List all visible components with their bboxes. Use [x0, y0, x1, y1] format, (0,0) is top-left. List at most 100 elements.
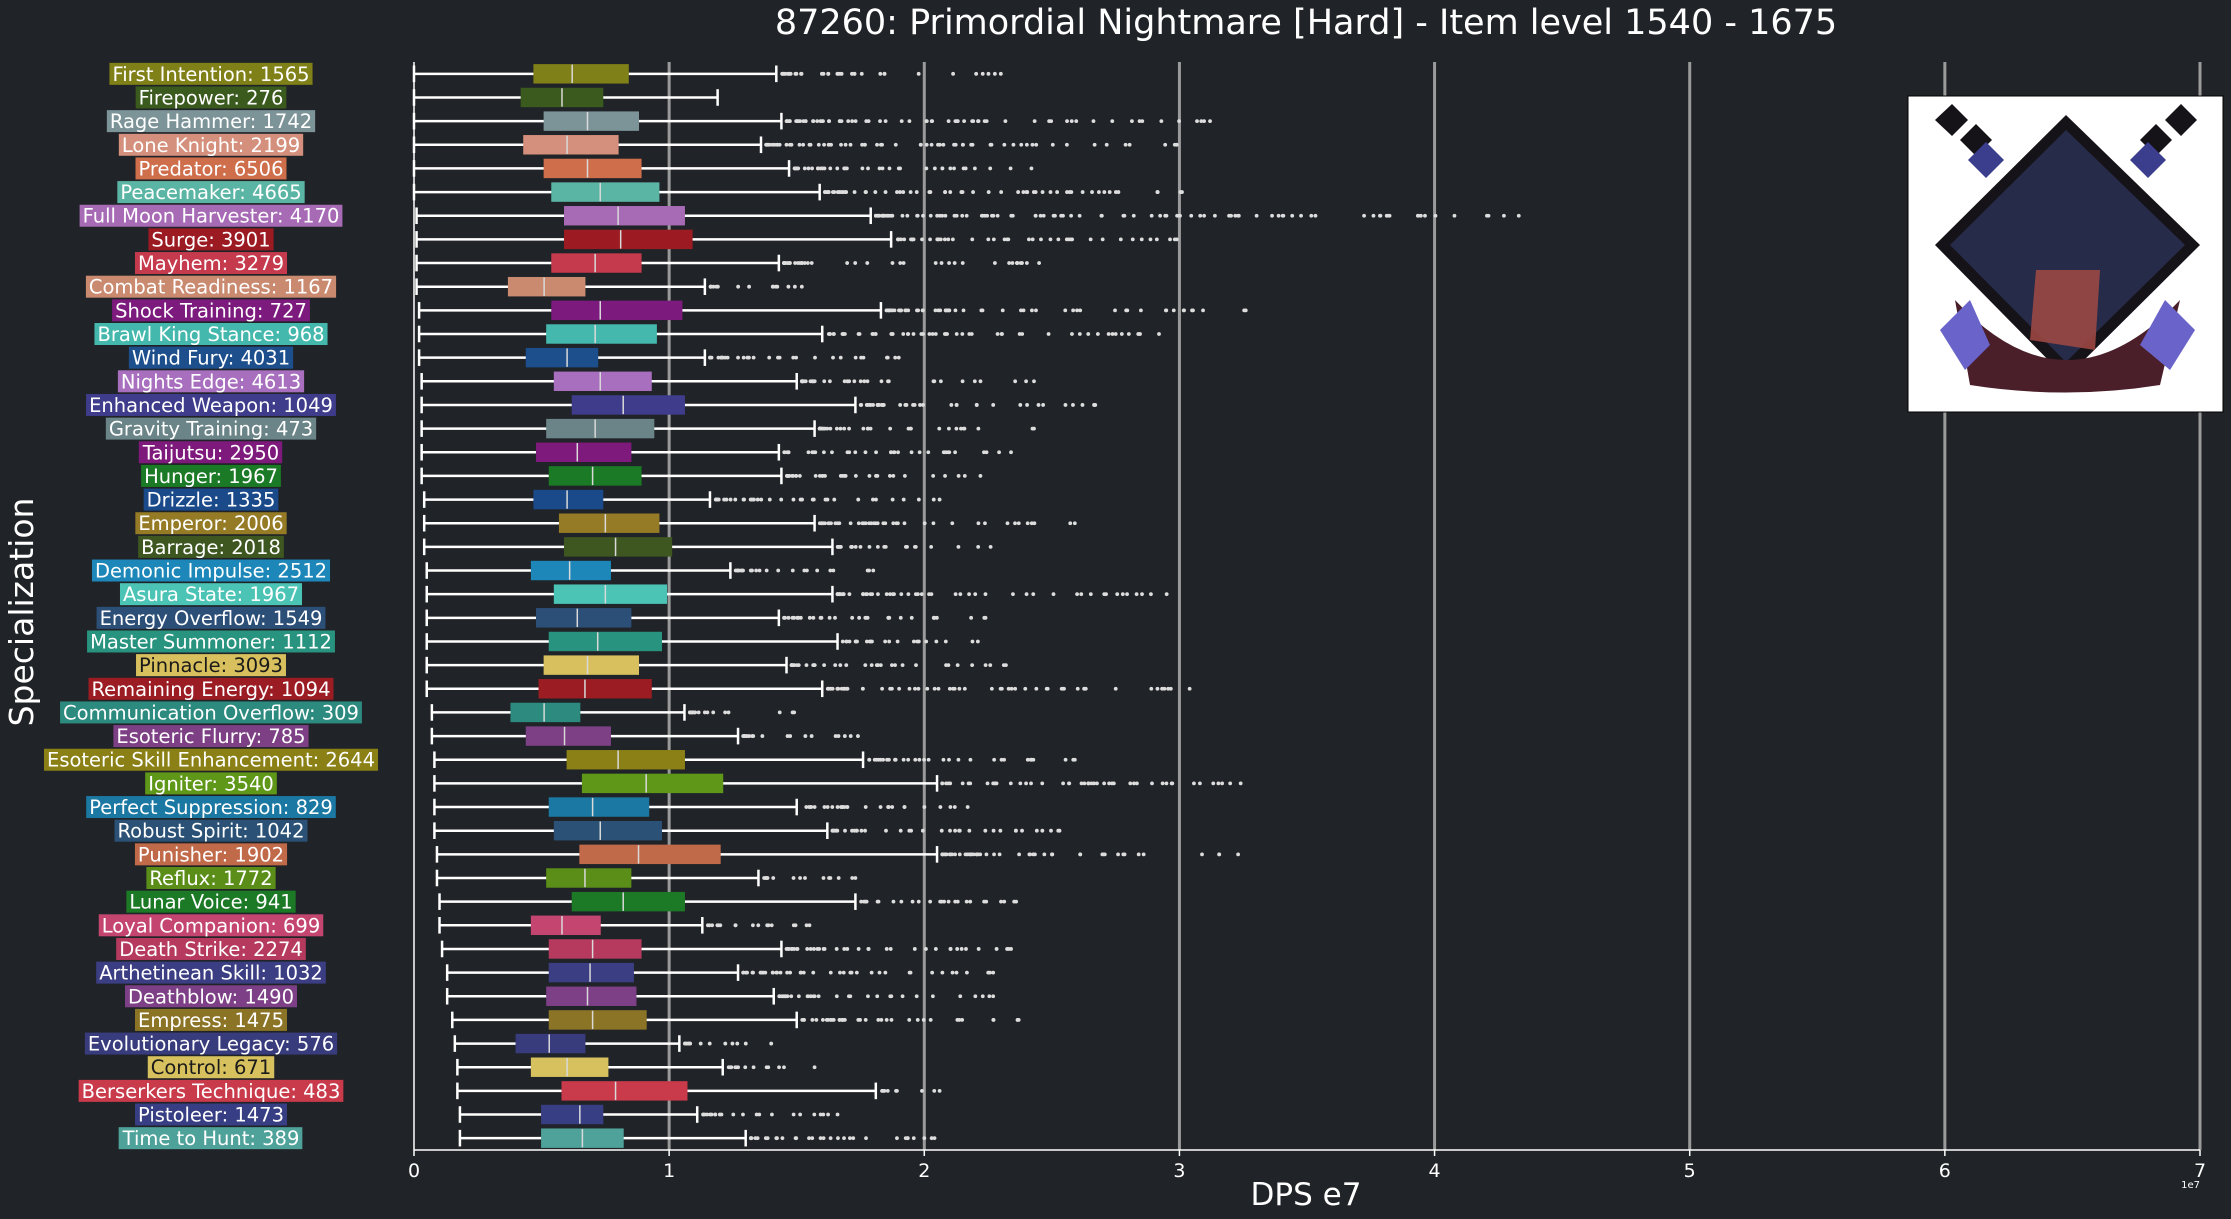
- outlier-point: [965, 805, 970, 809]
- outlier-point: [887, 639, 892, 644]
- outlier-point: [763, 1136, 768, 1141]
- outlier-point: [1020, 828, 1024, 833]
- outlier-point: [880, 1088, 885, 1093]
- outlier-point: [792, 710, 797, 715]
- outlier-point: [975, 639, 980, 644]
- outlier-point: [818, 119, 823, 124]
- category-label: Full Moon Harvester: 4170: [79, 204, 343, 228]
- outlier-point: [1254, 213, 1259, 218]
- outlier-point: [822, 663, 827, 668]
- category-label-bg: [84, 1032, 338, 1055]
- outlier-point: [816, 166, 820, 171]
- outlier-point: [842, 426, 847, 431]
- outlier-point: [807, 923, 812, 928]
- outlier-point: [714, 497, 719, 502]
- outlier-point: [877, 213, 882, 218]
- outlier-point: [939, 261, 944, 265]
- box-plot-row: [420, 442, 1013, 462]
- outlier-point: [1046, 332, 1051, 336]
- outlier-point: [1106, 332, 1111, 336]
- outlier-point: [1159, 119, 1164, 124]
- outlier-point: [893, 663, 897, 668]
- outlier-point: [928, 899, 933, 904]
- category-label-text: Lunar Voice: 941: [129, 891, 292, 914]
- outlier-point: [1019, 308, 1023, 313]
- outlier-point: [811, 497, 816, 502]
- outlier-point: [1238, 781, 1243, 786]
- outlier-point: [860, 142, 865, 147]
- iqr-box: [546, 986, 637, 1006]
- category-label: Lunar Voice: 941: [126, 890, 296, 914]
- outlier-point: [1086, 332, 1091, 336]
- outlier-point: [875, 521, 880, 526]
- outlier-point: [862, 379, 867, 384]
- outlier-point: [888, 994, 893, 999]
- box-plots: [412, 64, 1521, 1148]
- outlier-point: [1075, 686, 1080, 691]
- outlier-point: [1013, 379, 1018, 384]
- category-label-text: Combat Readiness: 1167: [89, 276, 333, 299]
- outlier-point: [833, 521, 838, 526]
- outlier-point: [748, 568, 753, 573]
- outlier-point: [845, 450, 850, 455]
- outlier-point: [998, 686, 1003, 691]
- outlier-point: [758, 970, 763, 975]
- outlier-point: [827, 615, 832, 620]
- outlier-point: [1164, 213, 1169, 218]
- iqr-box: [535, 608, 632, 628]
- outlier-point: [1485, 213, 1489, 218]
- outlier-point: [882, 71, 887, 76]
- outlier-point: [761, 970, 766, 975]
- outlier-point: [1065, 119, 1069, 124]
- box-plot-row: [422, 537, 993, 557]
- category-label-bg: [106, 110, 316, 133]
- outlier-point: [964, 947, 968, 951]
- outlier-point: [947, 450, 952, 455]
- outlier-point: [970, 663, 975, 668]
- outlier-point: [726, 710, 731, 715]
- outlier-point: [728, 497, 733, 502]
- outlier-point: [1024, 261, 1029, 265]
- outlier-point: [991, 1018, 996, 1022]
- outlier-point: [842, 947, 847, 951]
- outlier-point: [915, 1018, 920, 1022]
- category-label-text: Hunger: 1967: [144, 465, 278, 488]
- outlier-point: [974, 71, 979, 76]
- outlier-point: [938, 379, 943, 384]
- outlier-point: [790, 947, 795, 951]
- outlier-point: [901, 497, 906, 502]
- outlier-point: [883, 970, 888, 975]
- outlier-point: [847, 1136, 852, 1141]
- box-plot-row: [433, 797, 970, 817]
- outlier-point: [1166, 686, 1171, 691]
- outlier-point: [791, 355, 796, 360]
- outlier-point: [931, 474, 936, 478]
- outlier-point: [835, 71, 840, 76]
- outlier-point: [894, 1088, 898, 1093]
- outlier-point: [775, 142, 780, 147]
- category-label: Control: 671: [147, 1056, 275, 1079]
- outlier-point: [845, 686, 850, 691]
- outlier-point: [856, 1018, 861, 1022]
- outlier-point: [716, 355, 721, 360]
- outlier-point: [835, 805, 840, 809]
- iqr-box: [571, 395, 685, 415]
- outlier-point: [987, 970, 992, 975]
- outlier-point: [1006, 686, 1011, 691]
- outlier-point: [1024, 142, 1029, 147]
- outlier-point: [1148, 237, 1153, 242]
- category-label-bg: [105, 417, 317, 440]
- outlier-point: [840, 592, 845, 597]
- outlier-point: [1069, 237, 1073, 242]
- outlier-point: [1074, 119, 1079, 124]
- box-plot-row: [417, 300, 1248, 321]
- category-label: Punisher: 1902: [134, 843, 288, 866]
- outlier-point: [1033, 852, 1037, 857]
- outlier-point: [838, 544, 842, 549]
- outlier-point: [1141, 852, 1146, 857]
- outlier-point: [837, 190, 842, 194]
- category-label-text: Energy Overflow: 1549: [100, 607, 323, 630]
- outlier-point: [847, 592, 852, 597]
- outlier-point: [794, 166, 799, 171]
- outlier-point: [898, 190, 902, 194]
